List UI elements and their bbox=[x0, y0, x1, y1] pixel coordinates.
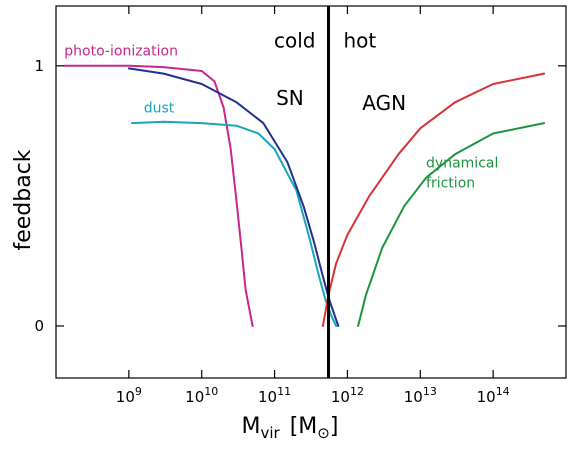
plot-frame bbox=[55, 5, 567, 379]
series-label: dust bbox=[144, 101, 175, 117]
series-label-layer: photo-ionization dust SN AGN dynamical fricti… bbox=[64, 43, 498, 191]
x-tick-label: 1013 bbox=[404, 385, 437, 406]
x-tick-label: 1010 bbox=[185, 385, 218, 406]
x-axis-label-main: M bbox=[242, 414, 261, 439]
x-axis-label-sub2: ⊙ bbox=[317, 424, 330, 442]
series-line-AGN bbox=[321, 72, 546, 327]
series-line-photo-ionization bbox=[63, 64, 254, 327]
series-label: AGN bbox=[362, 91, 406, 115]
x-axis-label: Mvir [M⊙] bbox=[242, 414, 339, 442]
y-tick-label: 1 bbox=[34, 57, 44, 75]
tick-layer: 109 1010 1011 1012 1013 1014 0 1 bbox=[34, 6, 566, 406]
x-tick-label: 109 bbox=[116, 385, 142, 406]
series-label: dynamical friction bbox=[426, 155, 498, 191]
x-axis-label-open: [M bbox=[290, 414, 318, 439]
y-axis-label: feedback bbox=[11, 149, 36, 250]
hot-label: hot bbox=[344, 29, 377, 53]
series-label: photo-ionization bbox=[64, 43, 178, 59]
x-tick-label: 1014 bbox=[477, 385, 510, 406]
series-line-dust bbox=[130, 120, 338, 327]
x-axis-label-sub: vir bbox=[261, 424, 281, 442]
x-tick-label: 1011 bbox=[258, 385, 291, 406]
series-layer bbox=[63, 64, 546, 327]
x-axis-label-close: ] bbox=[330, 414, 339, 439]
cold-label: cold bbox=[274, 29, 315, 53]
series-line-dynamical-friction bbox=[357, 122, 546, 327]
x-tick-label: 1012 bbox=[331, 385, 364, 406]
y-tick-label: 0 bbox=[34, 317, 44, 335]
series-label: SN bbox=[276, 86, 304, 110]
